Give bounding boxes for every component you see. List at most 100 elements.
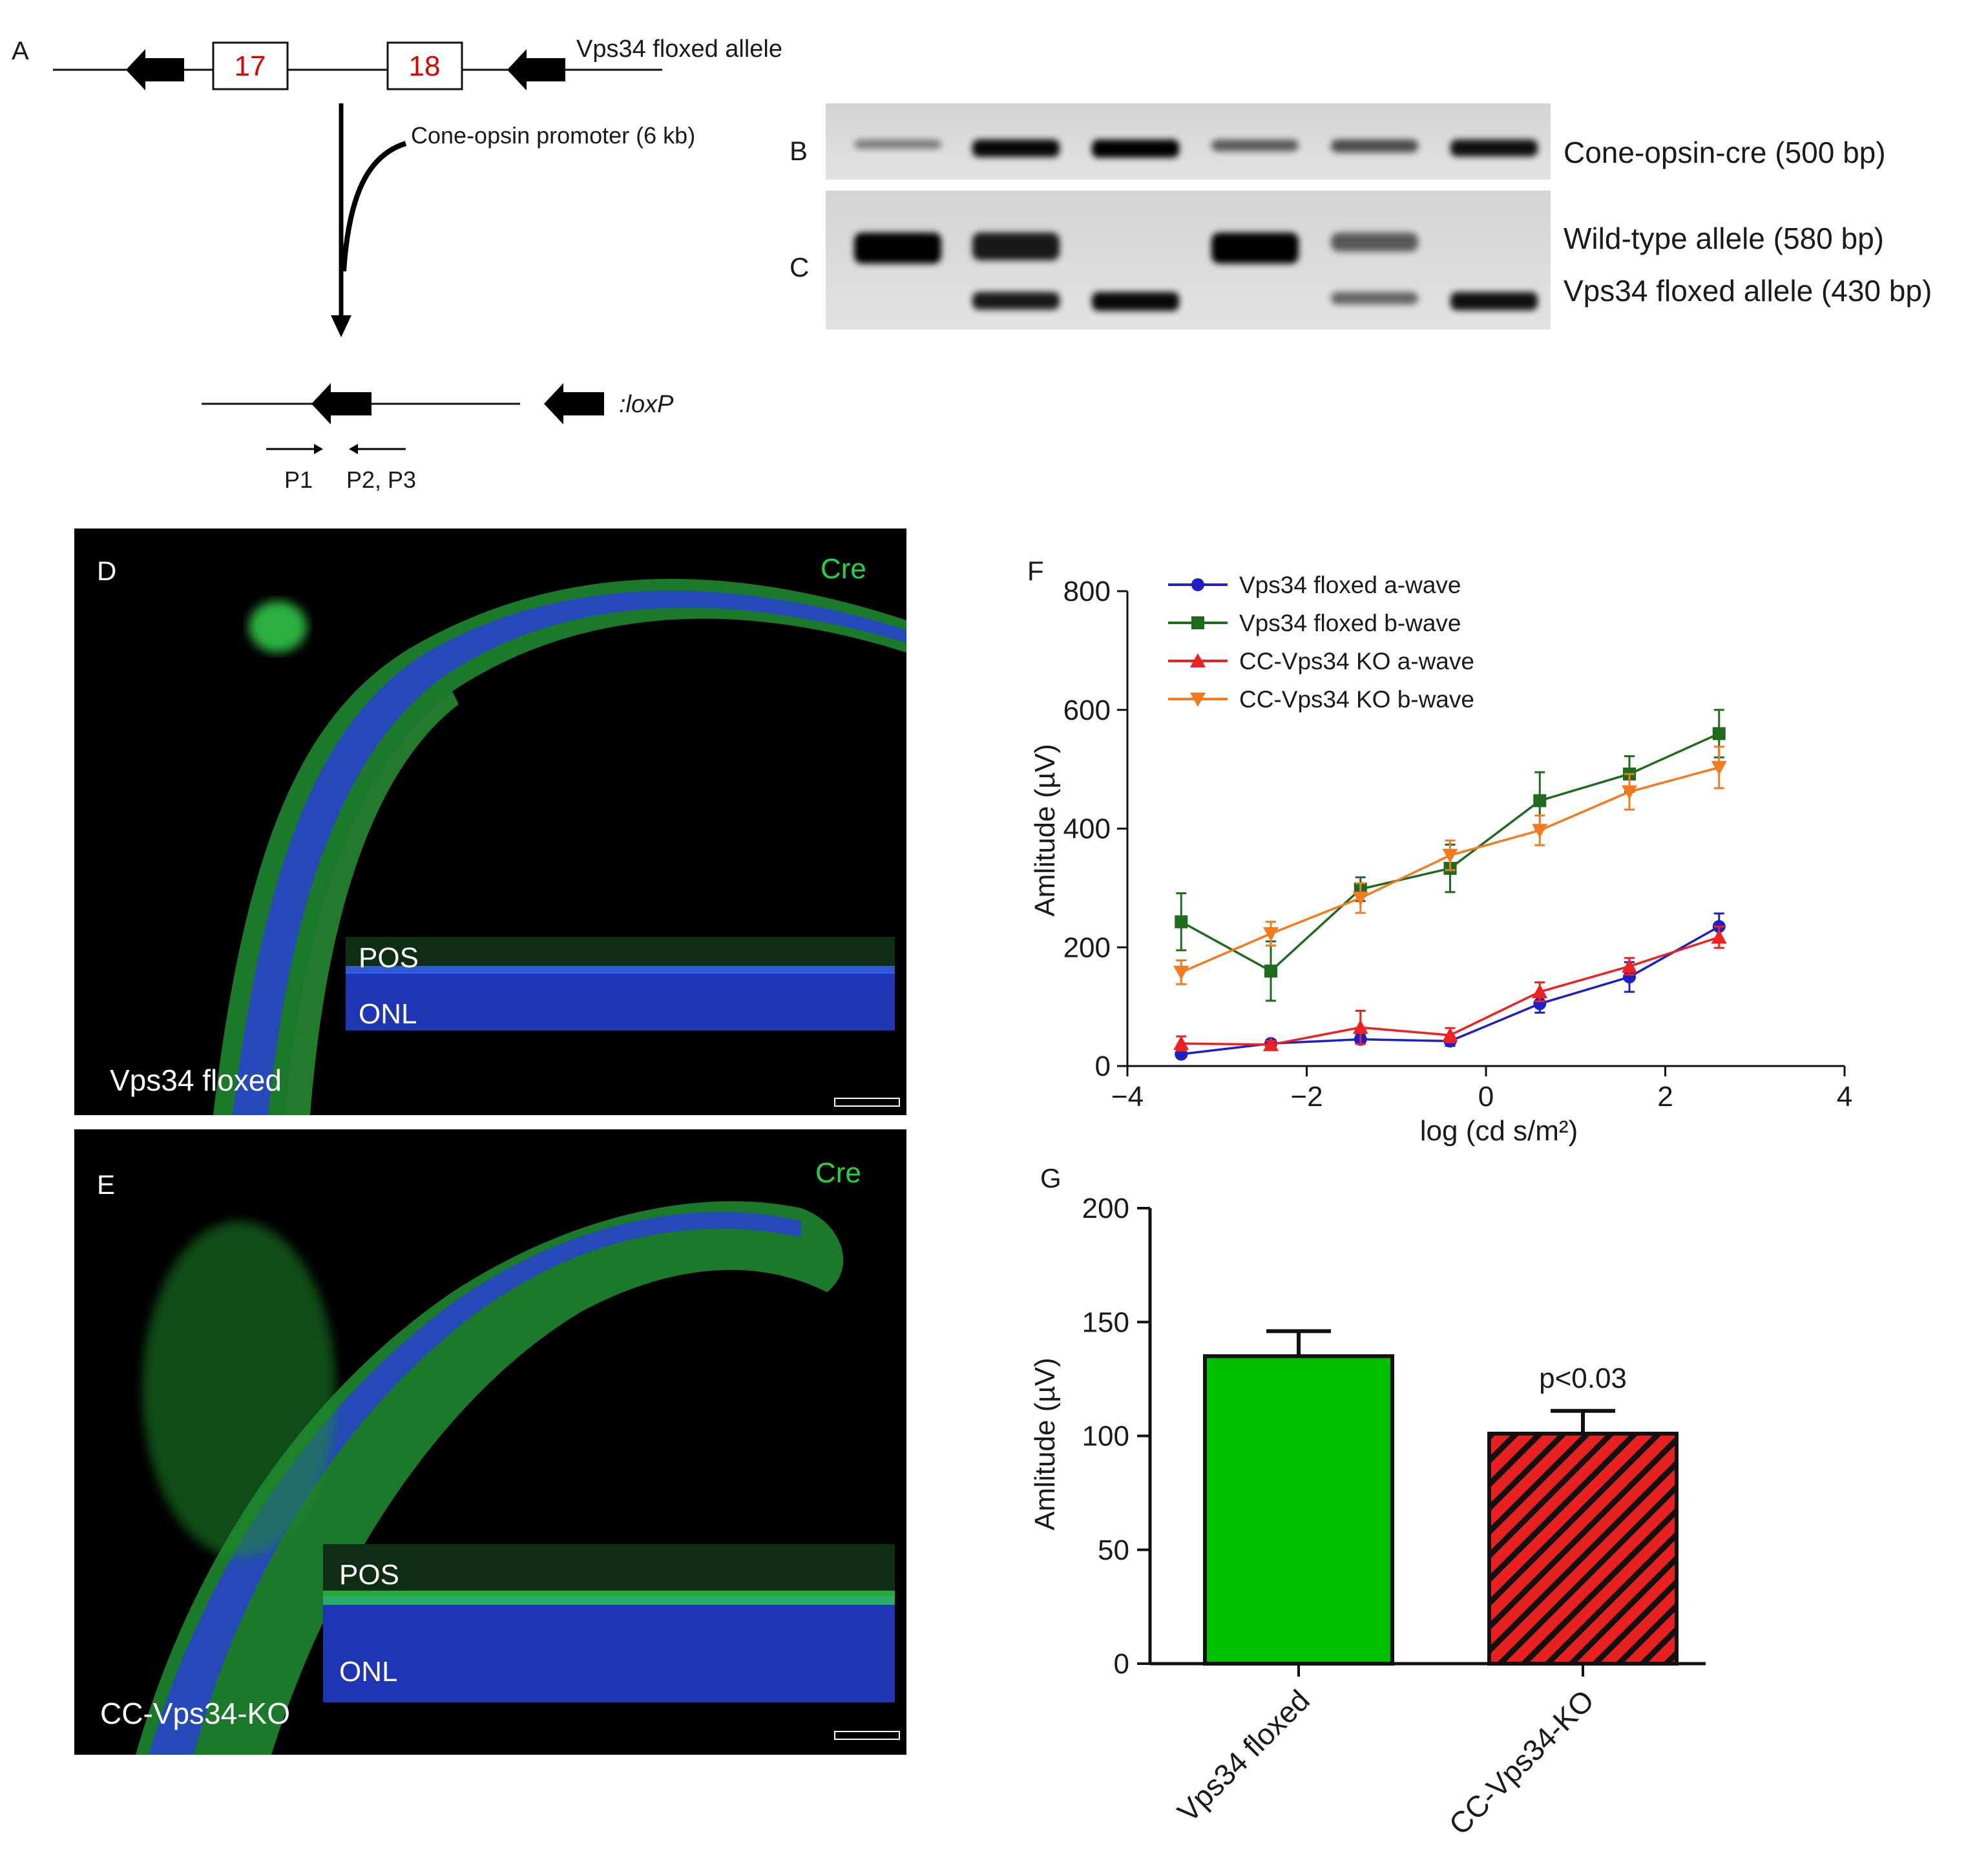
loxp-legend-arrow [544,383,604,424]
g-annotation: p<0.03 [1539,1363,1627,1394]
f-data-point [1712,727,1726,740]
gel-c-flox-label: Vps34 floxed allele (430 bp) [1564,274,1932,308]
f-y-axis-label: Amlitude (µV) [1029,744,1061,916]
f-x-tick-label: 4 [1837,1081,1852,1113]
chart-f: F Amlitude (µV) log (cd s/m²) 0 200 400 600… [1027,556,1852,1147]
tissue-cells-e [142,1221,336,1557]
inset-e-pos-label: POS [339,1559,399,1591]
tissue-blob-d [249,601,307,653]
gel-c-wt-band [1331,233,1418,252]
inset-d-pos-label: POS [359,942,419,974]
panel-letter-e: E [97,1169,115,1200]
primer-p2-label: P2, P3 [346,466,416,493]
f-data-point [1173,965,1189,980]
f-data-point [1711,760,1727,775]
loxp-arrow-1 [126,49,184,90]
panel-d: POS ONL D Cre Vps34 floxed [74,528,906,1115]
g-y-tick-label: 0 [1114,1648,1129,1680]
primer-p2-head [349,444,358,454]
g-y-tick-label: 150 [1082,1306,1129,1338]
recombined-loxp-arrow [311,383,371,424]
promoter-label: Cone-opsin promoter (6 kb) [411,122,695,149]
f-data-point [1533,794,1547,808]
gel-c-wt-label: Wild-type allele (580 bp) [1564,222,1884,255]
f-y-tick-label: 800 [1063,576,1111,607]
gel-c [826,191,1551,330]
caption-d: Vps34 floxed [110,1063,282,1097]
f-data-point [1442,848,1458,863]
f-data-point [1263,927,1279,942]
inset-d-onl-label: ONL [359,998,417,1030]
stain-label-d: Cre [821,553,866,585]
gel-b-band [1211,140,1299,152]
g-y-axis-label: Amlitude (µV) [1029,1357,1061,1530]
panel-b: B Cone-opsin-cre (500 bp) [790,103,1886,180]
f-data-point [1711,929,1727,944]
retina-outer-d [284,691,459,1115]
f-data-point [1352,1020,1368,1034]
gel-b-band [1331,140,1418,152]
gel-c-wt-band [1211,233,1299,264]
f-x-tick-label: 2 [1657,1081,1673,1113]
g-y-tick-label: 100 [1082,1421,1129,1452]
f-data-point [1263,1036,1279,1051]
gel-c-wt-band [854,233,941,264]
exon-18-box [386,41,463,90]
panel-letter-c: C [790,252,809,282]
exon-17-box [212,41,289,90]
f-x-tick-label: −4 [1111,1081,1144,1113]
f-legend-entry: CC-Vps34 KO b-wave [1239,686,1474,713]
panel-letter-f: F [1027,556,1044,586]
f-legend-marker [1191,578,1204,591]
f-y-tick-label: 200 [1063,932,1111,963]
f-data-point [1442,1027,1458,1042]
gel-b-band [854,140,941,149]
inset-e-onl [323,1596,895,1702]
retina-green-e [136,1201,844,1755]
inset-e-onl-label: ONL [339,1656,397,1688]
f-data-point [1622,958,1637,973]
f-legend-entry: CC-Vps34 KO a-wave [1239,648,1474,675]
inset-d-onl [346,972,895,1030]
gel-c-flox-band [1331,292,1418,305]
f-x-tick-label: 0 [1478,1081,1494,1113]
loxp-label: :loxP [619,391,674,418]
exon-17-label: 17 [235,50,266,82]
stain-label-e: Cre [815,1157,861,1189]
scale-bar-e [834,1731,900,1740]
g-category-label: CC-Vps34-KO [1442,1683,1600,1841]
f-x-tick-label: −2 [1290,1081,1323,1113]
f-x-axis-label: log (cd s/m²) [1420,1115,1578,1147]
inset-d-boundary [346,966,895,974]
f-legend-entry: Vps34 floxed a-wave [1239,572,1461,598]
gel-b-band [1450,140,1538,157]
g-y-tick-label: 200 [1082,1193,1129,1224]
caption-e: CC-Vps34-KO [100,1697,290,1730]
promoter-curve [341,141,407,272]
primer-p1-head [314,444,323,454]
gel-c-wt-band [972,233,1060,260]
panel-letter-g: G [1040,1163,1062,1193]
f-data-point [1175,915,1188,928]
f-legend-marker [1190,693,1206,707]
gel-b-label: Cone-opsin-cre (500 bp) [1564,136,1886,169]
exon-18-label: 18 [409,50,441,82]
f-data-point [1532,984,1548,999]
gel-b-band [1092,140,1179,158]
f-data-point [1532,824,1548,839]
panel-c: C Wild-type allele (580 bp) Vps34 floxed… [790,191,1932,330]
gel-c-bands [854,233,1538,311]
g-bar [1487,1431,1679,1666]
gel-b-bands [854,140,1538,158]
f-y-tick-label: 400 [1063,813,1111,845]
gel-c-flox-band [972,292,1060,310]
g-category-label: Vps34 floxed [1171,1683,1316,1828]
panel-a: A 17 18 Vps34 floxed allele Cone-opsin p… [12,36,782,493]
g-bar [1203,1354,1394,1666]
chart-g: G Amlitude (µV) p<0.03 0 50 100 150 200 Vps34… [1029,1163,1706,1841]
recombination-arrowhead [331,315,351,337]
panel-letter-b: B [790,136,808,166]
panel-letter-d: D [97,556,116,586]
panel-e: POS ONL E Cre CC-Vps34-KO [74,1129,906,1755]
gel-c-flox-band [1450,292,1538,311]
